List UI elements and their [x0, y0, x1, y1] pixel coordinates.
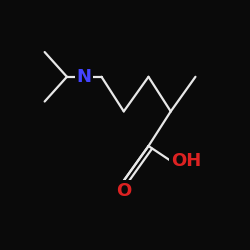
Text: N: N [77, 68, 92, 86]
Text: O: O [116, 182, 132, 200]
Text: OH: OH [171, 152, 201, 170]
